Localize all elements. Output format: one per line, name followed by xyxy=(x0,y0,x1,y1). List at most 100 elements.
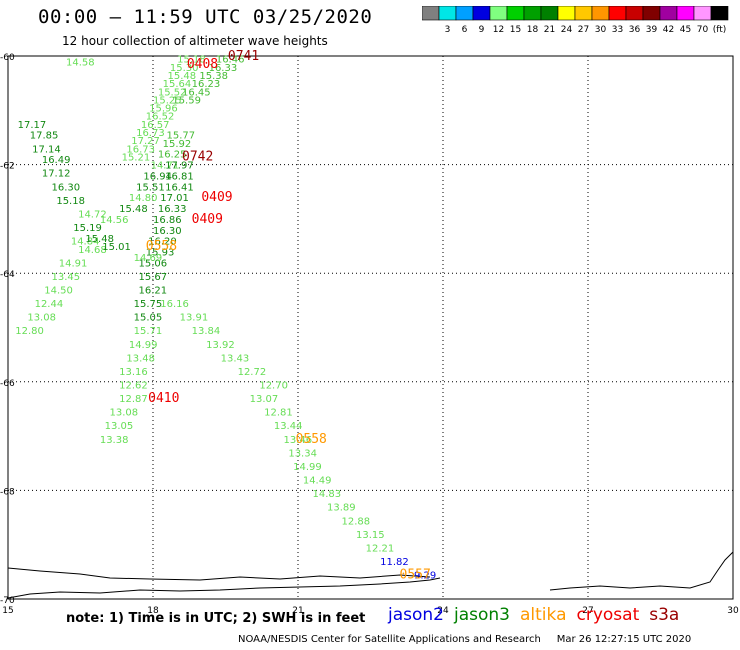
swh-value-label: 9.29 xyxy=(414,571,436,582)
mission-legend: jason2 jason3 altika cryosat s3a xyxy=(388,605,689,625)
colorbar-label: (ft) xyxy=(713,25,727,35)
swh-value-label: 13.38 xyxy=(100,435,129,446)
swh-value-label: 15.51 xyxy=(136,182,165,193)
swh-value-label: 12.72 xyxy=(238,367,267,378)
swh-value-label: 15.67 xyxy=(139,272,168,283)
swh-value-label: 12.44 xyxy=(35,299,64,310)
colorbar-label: 6 xyxy=(462,25,468,35)
map-grid xyxy=(8,56,733,599)
swh-value-label: 17.85 xyxy=(30,131,59,142)
swh-value-label: 16.86 xyxy=(153,215,182,226)
swh-value-label: 13.05 xyxy=(105,421,134,432)
swh-value-label: 15.93 xyxy=(146,247,175,258)
colorbar-label: 45 xyxy=(680,25,691,35)
swh-value-label: 16.16 xyxy=(160,299,189,310)
swh-value-label: 14.99 xyxy=(293,462,322,473)
coastline xyxy=(7,551,734,599)
swh-value-label: 15.21 xyxy=(122,152,151,163)
swh-value-label: 13.91 xyxy=(180,313,209,324)
swh-value-label: 16.94 xyxy=(143,171,172,182)
mission-s3a: s3a xyxy=(649,605,680,625)
swh-value-label: 14.84 xyxy=(71,237,100,248)
colorbar-label: 21 xyxy=(544,25,555,35)
colorbar-label: 70 xyxy=(697,25,709,35)
swh-value-label: 14.99 xyxy=(129,340,158,351)
lon-tick-label: 30 xyxy=(727,606,739,616)
swh-value-label: 16.21 xyxy=(139,285,168,296)
swh-value-label: 13.92 xyxy=(206,340,235,351)
swh-value-label: 11.82 xyxy=(380,557,409,568)
credit-line: NOAA/NESDIS Center for Satellite Applica… xyxy=(238,634,692,645)
swh-value-label: 16.20 xyxy=(148,237,177,248)
swh-value-label: 16.33 xyxy=(209,63,238,74)
swh-value-label: 12.87 xyxy=(119,394,148,405)
swh-value-label: 16.41 xyxy=(165,182,194,193)
swh-value-label: 15.64 xyxy=(163,79,192,90)
swh-value-label: 16.25 xyxy=(158,150,187,161)
swh-value-label: 16.45 xyxy=(182,87,211,98)
swh-value-label: 15.30 xyxy=(170,63,199,74)
pass-time-label: 0557 xyxy=(400,568,431,583)
swh-value-label: 15.48 xyxy=(168,71,197,82)
swh-value-label: 13.46 xyxy=(284,435,313,446)
swh-value-label: 13.08 xyxy=(110,408,139,419)
colorbar-label: 27 xyxy=(578,25,589,35)
swh-value-label: 15.06 xyxy=(139,258,168,269)
pass-time-label: 0409 xyxy=(201,190,232,205)
coastline-ice-shelf xyxy=(7,567,431,581)
colorbar-label: 9 xyxy=(479,25,485,35)
swh-value-label: 15.25 xyxy=(153,95,182,106)
swh-value-label: 15.18 xyxy=(56,196,85,207)
swh-value-label: 13.08 xyxy=(27,313,56,324)
colorbar-label: 36 xyxy=(629,25,641,35)
swh-value-label: 13.43 xyxy=(221,353,250,364)
chart-subtitle: 12 hour collection of altimeter wave hei… xyxy=(62,34,328,48)
swh-value-label: 12.81 xyxy=(264,408,293,419)
mission-jason3: jason3 xyxy=(454,605,510,625)
swh-labels: 14.58 15.1815.3015.4815.6415.5215.2515.96… xyxy=(15,49,436,583)
swh-value-label: 16.73 xyxy=(136,128,165,139)
swh-value-label: 14.49 xyxy=(303,476,332,487)
footer-note: note: 1) Time is in UTC; 2) SWH is in fe… xyxy=(66,611,366,626)
swh-value-label: 14.69 xyxy=(134,253,163,264)
swh-value-label: 13.45 xyxy=(52,272,81,283)
pass-time-label: 0410 xyxy=(148,391,179,406)
lon-tick-label: 18 xyxy=(147,606,159,616)
swh-value-label: 16.57 xyxy=(141,120,170,131)
swh-value-label: 13.07 xyxy=(250,394,279,405)
swh-value-label: 14.68 xyxy=(78,245,107,256)
swh-value-label: 15.52 xyxy=(158,87,187,98)
swh-value-label: 17.01 xyxy=(160,193,189,204)
lon-tick-label: 21 xyxy=(292,606,303,616)
swh-value-label: 14.91 xyxy=(59,258,88,269)
swh-value-label: 12.70 xyxy=(259,381,288,392)
swh-value-label: 13.44 xyxy=(274,421,303,432)
swh-value-label: 15.92 xyxy=(163,139,192,150)
swh-value-label: 13.16 xyxy=(119,367,148,378)
swh-value-label: 16.30 xyxy=(52,182,81,193)
swh-value-label: 15.38 xyxy=(199,71,228,82)
colorbar-label: 24 xyxy=(561,25,573,35)
swh-value-label: 16.46 xyxy=(216,55,245,66)
lon-tick-label: 15 xyxy=(2,606,13,616)
swh-value-label: 17.27 xyxy=(131,136,160,147)
chart-title: 00:00 – 11:59 UTC 03/25/2020 xyxy=(38,6,373,28)
color-scale-legend: 3 6 9 12 15 18 21 24 27 30 33 36 39 42 45 70 (ft) xyxy=(422,6,729,35)
colorbar-label: 33 xyxy=(612,25,623,35)
swh-value-label: 14.50 xyxy=(44,285,73,296)
pass-time-label: 0409 xyxy=(192,212,223,227)
pass-time-label: 0558 xyxy=(146,239,177,254)
swh-value-label: 17.97 xyxy=(165,161,194,172)
lat-tick-label: -66 xyxy=(0,379,15,389)
swh-value-label: 13.48 xyxy=(126,353,155,364)
swh-value-label: 12.88 xyxy=(342,516,371,527)
swh-value-label: 16.73 xyxy=(126,144,155,155)
pass-time-label: 0742 xyxy=(182,149,213,164)
swh-value-label: 14.58 xyxy=(66,57,95,68)
swh-value-label: 16.30 xyxy=(153,226,182,237)
swh-value-label: 15.05 xyxy=(134,313,163,324)
swh-value-label: 16.52 xyxy=(146,112,175,123)
swh-value-label: 17.14 xyxy=(32,144,61,155)
swh-value-label: 15.77 xyxy=(167,131,196,142)
